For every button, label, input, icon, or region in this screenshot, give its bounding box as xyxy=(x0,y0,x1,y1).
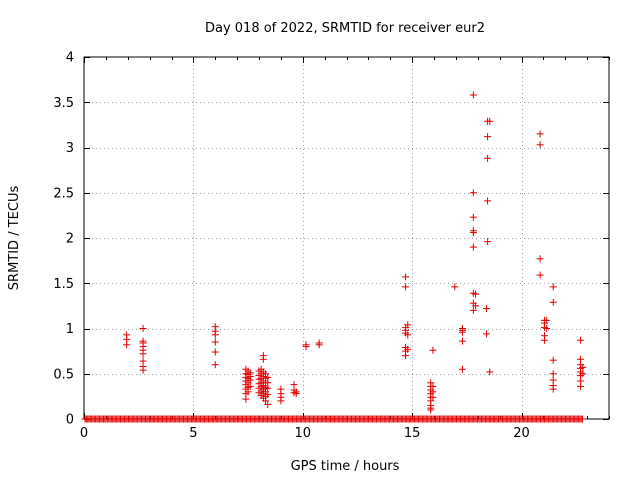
data-point xyxy=(404,345,412,353)
data-point xyxy=(484,133,492,141)
data-point xyxy=(536,130,544,138)
data-point xyxy=(211,361,219,369)
data-point xyxy=(264,391,272,399)
data-point xyxy=(549,370,557,378)
x-tick-label: 15 xyxy=(404,426,421,441)
data-point xyxy=(469,213,477,221)
data-point xyxy=(469,306,477,314)
data-point xyxy=(429,393,437,401)
data-point xyxy=(427,406,435,414)
data-point xyxy=(484,197,492,205)
data-point xyxy=(484,238,492,246)
y-tick-label: 3.5 xyxy=(53,96,74,111)
data-point xyxy=(211,331,219,339)
data-point xyxy=(472,290,480,298)
data-point xyxy=(302,343,310,351)
data-point xyxy=(292,390,300,398)
y-tick-label: 2.5 xyxy=(53,186,74,201)
data-point xyxy=(579,363,587,371)
data-point xyxy=(277,397,285,405)
y-tick-label: 2 xyxy=(66,232,74,247)
x-axis-label: GPS time / hours xyxy=(291,459,400,474)
y-axis-label: SRMTID / TECUs xyxy=(7,186,22,291)
data-point xyxy=(483,330,490,338)
data-point xyxy=(577,336,585,344)
data-point xyxy=(549,356,557,364)
data-point xyxy=(543,325,551,332)
y-tick-label: 1 xyxy=(66,322,74,337)
baseline-point xyxy=(579,415,587,423)
data-point xyxy=(315,341,323,349)
data-point xyxy=(536,271,544,279)
data-point xyxy=(246,382,254,390)
data-point xyxy=(549,283,557,291)
data-point xyxy=(244,388,252,396)
data-point xyxy=(579,370,587,378)
data-point xyxy=(472,302,480,310)
x-tick-label: 5 xyxy=(189,426,197,441)
data-point xyxy=(139,325,147,332)
data-point xyxy=(469,91,477,99)
data-point xyxy=(577,382,585,390)
data-point xyxy=(404,321,412,329)
data-point xyxy=(262,397,270,405)
data-point xyxy=(242,395,250,403)
data-point xyxy=(451,283,459,291)
y-tick-label: 0 xyxy=(66,413,74,428)
data-point xyxy=(543,316,551,324)
data-point xyxy=(264,384,272,392)
y-tick-label: 1.5 xyxy=(53,277,74,292)
y-tick-label: 4 xyxy=(66,51,74,66)
data-point xyxy=(486,117,494,125)
data-point xyxy=(486,368,494,376)
data-point xyxy=(540,336,548,344)
data-point xyxy=(484,154,492,162)
data-point xyxy=(469,229,477,237)
data-point xyxy=(458,365,466,373)
data-point xyxy=(211,348,219,356)
data-point xyxy=(429,346,437,354)
x-tick-label: 10 xyxy=(294,426,311,441)
data-point xyxy=(483,305,490,313)
data-point xyxy=(259,355,267,363)
data-point xyxy=(469,243,477,251)
data-point xyxy=(402,283,410,291)
data-point xyxy=(536,141,544,149)
grid xyxy=(84,57,609,419)
data-point xyxy=(402,273,410,281)
data-point xyxy=(139,350,147,358)
y-tick-label: 0.5 xyxy=(53,367,74,382)
y-tick-label: 3 xyxy=(66,141,74,156)
data-point xyxy=(123,341,131,349)
data-point xyxy=(264,401,272,409)
data-point xyxy=(458,328,466,336)
data-point xyxy=(458,337,466,345)
data-point xyxy=(246,376,254,384)
chart-title: Day 018 of 2022, SRMTID for receiver eur… xyxy=(205,21,485,36)
data-point xyxy=(549,298,557,306)
data-point xyxy=(404,331,412,339)
data-marks xyxy=(81,91,587,423)
data-point xyxy=(402,352,410,360)
data-point xyxy=(536,255,544,263)
x-tick-label: 0 xyxy=(80,426,88,441)
data-point xyxy=(139,366,147,374)
data-point xyxy=(469,189,477,197)
data-point xyxy=(549,385,557,393)
plot-area-frame xyxy=(83,56,610,420)
x-tick-label: 20 xyxy=(513,426,530,441)
data-point xyxy=(211,338,219,346)
axis-ticks: 0 5 10 15 20 0 0.5 1 1.5 2 2.5 3 3.5 4 xyxy=(53,51,610,441)
